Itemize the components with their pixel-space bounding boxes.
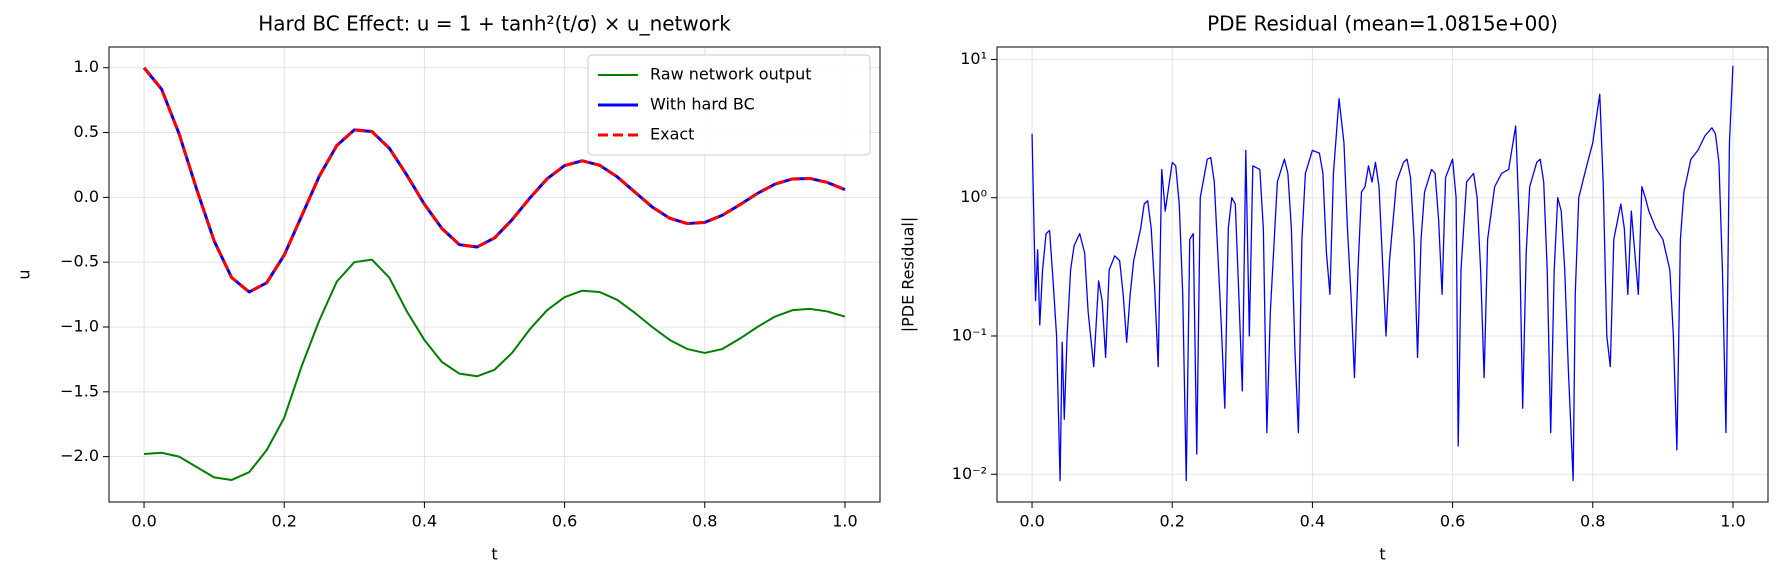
data-line [1031,65,1734,482]
subplot: 0.0 0.2 0.4 0.6 0.8 1.0 10⁻² 10⁻¹ 10⁰ 10¹ PDE Resi… [899,12,1769,564]
subplot: 0.0 0.2 0.4 0.6 0.8 1.0 −2.0 −1.5 −1.0 −0.5 0.0 0.5… [15,12,881,564]
x-tick-label: 0.8 [692,512,717,531]
data-line [142,66,846,294]
x-tick-label: 0.4 [412,512,437,531]
chart-title: Hard BC Effect: u = 1 + tanh²(t/σ) × u_n… [258,12,731,36]
y-tick-label: 10¹ [960,49,987,68]
y-tick-label: 10⁻² [952,464,987,483]
y-tick-label: 1.0 [74,57,99,76]
y-tick-label: 0.0 [74,187,99,206]
legend-box [587,54,871,156]
x-tick-label: 0.6 [552,512,577,531]
legend-label: Raw network output [650,65,812,84]
y-tick-label: 0.5 [74,122,99,141]
y-tick-label: 10⁻¹ [952,325,987,344]
legend-label: Exact [650,125,694,144]
axes-frame [996,46,1769,503]
x-tick-label: 1.0 [1720,512,1745,531]
y-tick-label: −2.0 [60,446,99,465]
x-tick-label: 0.0 [131,512,156,531]
x-tick-label: 1.0 [832,512,857,531]
y-axis-label: |PDE Residual| [899,217,918,333]
chart-title: PDE Residual (mean=1.0815e+00) [1207,12,1558,36]
y-tick-label: −1.5 [60,381,99,400]
x-tick-label: 0.4 [1300,512,1325,531]
y-axis-label: u [15,269,34,279]
data-line [143,258,846,481]
x-axis-label: t [491,545,497,564]
y-tick-label: −0.5 [60,252,99,271]
x-tick-label: 0.8 [1580,512,1605,531]
x-tick-label: 0.2 [1160,512,1185,531]
x-tick-label: 0.0 [1019,512,1044,531]
axes-frame [108,46,881,503]
x-tick-label: 0.6 [1440,512,1465,531]
x-axis-label: t [1379,545,1385,564]
y-tick-label: −1.0 [60,317,99,336]
legend-label: With hard BC [650,95,755,114]
y-tick-label: 10⁰ [960,187,987,206]
x-tick-label: 0.2 [272,512,297,531]
